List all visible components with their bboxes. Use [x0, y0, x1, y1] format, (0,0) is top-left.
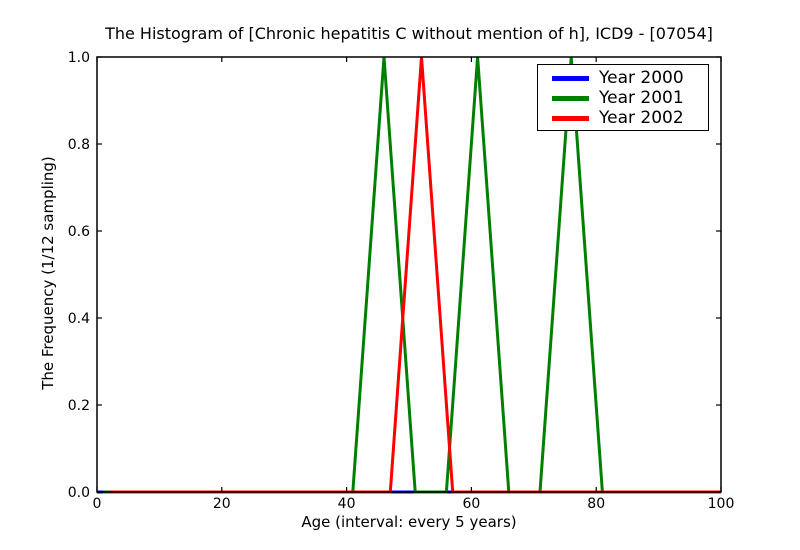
- x-tick-label: 60: [462, 496, 480, 512]
- legend-item-year-2000: Year 2000: [538, 68, 708, 88]
- x-tick-label: 80: [587, 496, 605, 512]
- x-tick-label: 100: [708, 496, 735, 512]
- legend-line-sample: [552, 95, 589, 101]
- y-tick-label: 0.6: [68, 224, 90, 240]
- legend-line-sample: [552, 75, 589, 81]
- y-tick-label: 1.0: [68, 50, 90, 66]
- legend-item-year-2002: Year 2002: [538, 108, 708, 128]
- legend-label: Year 2001: [599, 88, 684, 108]
- legend-label: Year 2000: [599, 68, 684, 88]
- axes-frame: [96, 56, 722, 493]
- legend-item-year-2001: Year 2001: [538, 88, 708, 108]
- chart-title: The Histogram of [Chronic hepatitis C wi…: [105, 24, 713, 43]
- legend: Year 2000 Year 2001 Year 2002: [537, 64, 709, 131]
- legend-label: Year 2002: [599, 108, 684, 128]
- series-line-year-2001: [103, 57, 696, 494]
- x-tick-label: 0: [93, 496, 102, 512]
- y-tick-label: 0.8: [68, 137, 90, 153]
- y-tick-label: 0.0: [68, 485, 90, 501]
- x-tick-label: 40: [338, 496, 356, 512]
- y-tick-label: 0.4: [68, 311, 90, 327]
- y-tick-label: 0.2: [68, 398, 90, 414]
- x-axis-label: Age (interval: every 5 years): [301, 513, 517, 531]
- x-tick-label: 20: [213, 496, 231, 512]
- legend-line-sample: [552, 115, 589, 121]
